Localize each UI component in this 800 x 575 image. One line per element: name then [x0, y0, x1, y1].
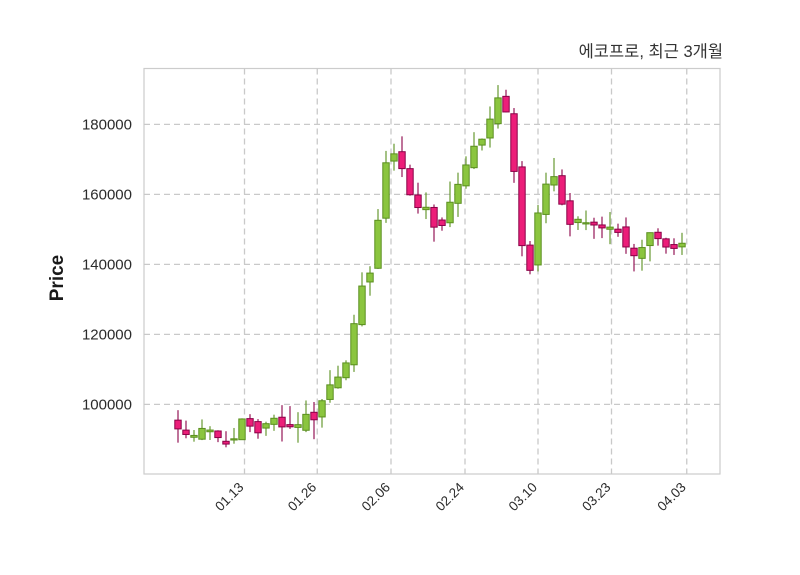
svg-text:180000: 180000	[82, 116, 132, 133]
svg-text:100000: 100000	[82, 396, 132, 413]
svg-text:120000: 120000	[82, 326, 132, 343]
svg-text:140000: 140000	[82, 256, 132, 273]
svg-text:Price: Price	[47, 255, 68, 301]
svg-text:에코프로, 최근 3개월: 에코프로, 최근 3개월	[579, 42, 723, 61]
svg-text:160000: 160000	[82, 186, 132, 203]
